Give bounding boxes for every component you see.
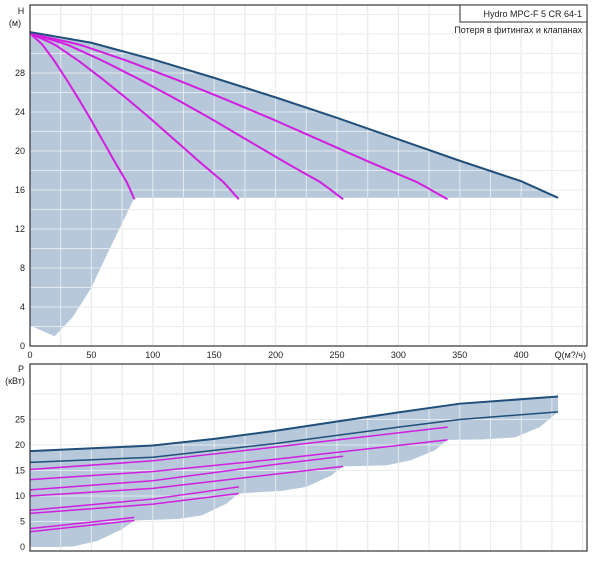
pump-curve — [29, 31, 449, 201]
q-tick-label: 200 — [268, 350, 283, 360]
q-tick-label: 50 — [86, 350, 96, 360]
h-tick-label: 8 — [20, 263, 25, 273]
power-chart: 0 5 10 15 20 25 — [15, 364, 587, 552]
pump-curve — [29, 31, 344, 201]
pump-curve — [29, 31, 240, 200]
h-tick-label: 0 — [20, 341, 25, 351]
power-curve — [29, 426, 448, 471]
p-tick-label: 15 — [15, 466, 25, 476]
h-axis-unit: (м) — [9, 18, 21, 28]
p-axis-label: P — [18, 364, 24, 374]
power-curve — [29, 455, 344, 491]
power-curve — [29, 465, 344, 497]
chart-title: Hydro MPC-F 5 CR 64-1 — [483, 9, 582, 19]
max-curve — [29, 31, 559, 199]
power-curve — [29, 519, 135, 533]
p-tick-label: 5 — [20, 517, 25, 527]
head-chart: 0 4 8 12 16 20 24 28 0 50 100 150 200 250 300 350 400 — [15, 5, 587, 360]
p-tick-label: 0 — [20, 542, 25, 552]
h-tick-label: 28 — [15, 68, 25, 78]
power-curve — [29, 486, 239, 512]
power-curve — [29, 395, 559, 453]
h-tick-label: 4 — [20, 302, 25, 312]
chart-subtitle: Потеря в фитингах и клапанах — [454, 25, 582, 35]
q-tick-label: 150 — [207, 350, 222, 360]
p-axis-unit: (кВт) — [5, 376, 25, 386]
head-chart-frame — [29, 4, 588, 347]
title-box — [459, 4, 588, 23]
h-tick-label: 24 — [15, 107, 25, 117]
q-tick-label: 350 — [452, 350, 467, 360]
q-axis-label: Q(м?/ч) — [555, 350, 586, 360]
q-tick-label: 250 — [329, 350, 344, 360]
h-tick-label: 16 — [15, 185, 25, 195]
power-curve — [29, 492, 239, 515]
h-axis-label: H — [18, 6, 25, 16]
power-chart-frame — [29, 363, 588, 552]
q-tick-label: 0 — [27, 350, 32, 360]
q-tick-label: 400 — [514, 350, 529, 360]
power-curve — [29, 439, 448, 481]
operating-area — [30, 32, 559, 337]
p-tick-label: 10 — [15, 491, 25, 501]
h-tick-label: 20 — [15, 146, 25, 156]
power-curve — [29, 516, 135, 530]
p-tick-label: 25 — [15, 415, 25, 425]
q-tick-label: 300 — [391, 350, 406, 360]
q-tick-label: 100 — [145, 350, 160, 360]
power-curve — [29, 411, 559, 464]
pump-curve — [29, 31, 136, 200]
h-tick-label: 12 — [15, 224, 25, 234]
p-tick-label: 20 — [15, 440, 25, 450]
